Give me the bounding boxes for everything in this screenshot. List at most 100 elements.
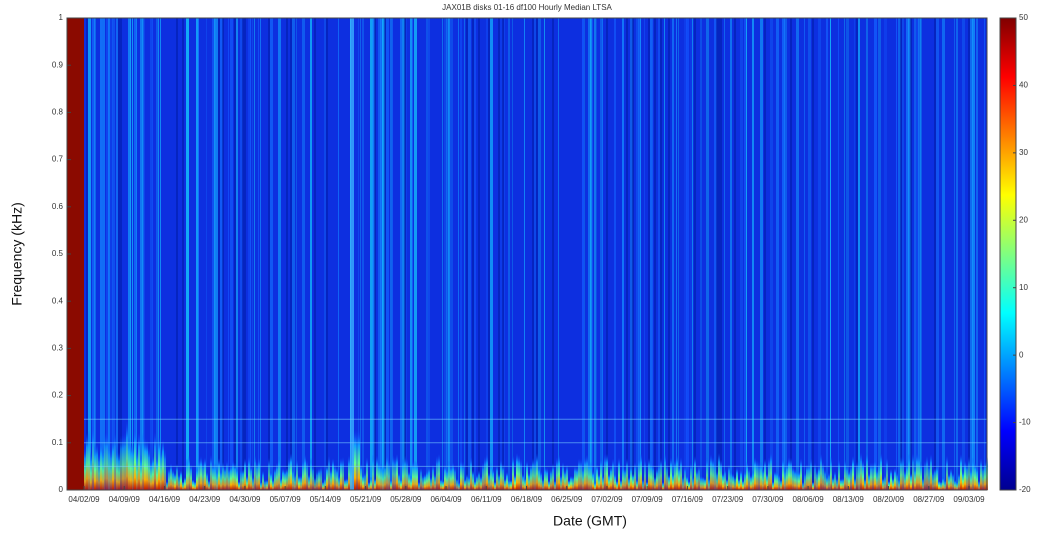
- spectrogram-floor: [124, 432, 126, 490]
- spectrogram-floor: [444, 464, 446, 490]
- spectrogram-floor: [748, 467, 750, 490]
- spectrogram-stripe: [884, 18, 887, 490]
- spectrogram-floor: [194, 481, 196, 490]
- spectrogram-floor: [556, 457, 558, 490]
- spectrogram-floor: [802, 481, 804, 490]
- spectrogram-onset: [350, 18, 354, 490]
- chart-title: JAX01B disks 01-16 df100 Hourly Median L…: [442, 3, 612, 12]
- spectrogram-floor: [412, 460, 414, 490]
- spectrogram-floor: [316, 470, 318, 490]
- spectrogram-floor: [886, 457, 888, 490]
- spectrogram-floor: [568, 479, 570, 490]
- spectrogram-floor: [704, 477, 706, 490]
- spectrogram-floor: [450, 464, 452, 490]
- x-tick-label: 06/18/09: [511, 495, 543, 504]
- spectrogram-stripe: [538, 18, 541, 490]
- spectrogram-floor: [334, 463, 336, 490]
- spectrogram-stripe: [478, 18, 480, 490]
- spectrogram-floor: [850, 464, 852, 490]
- spectrogram-floor: [564, 469, 566, 490]
- spectrogram-floor: [808, 463, 810, 490]
- spectrogram-floor: [750, 474, 752, 490]
- spectrogram-floor: [690, 462, 692, 490]
- spectrogram-floor: [574, 465, 576, 490]
- spectrogram-floor: [358, 430, 360, 490]
- spectrogram-floor: [260, 481, 262, 490]
- spectrogram-floor: [974, 462, 976, 490]
- spectrogram-floor: [152, 455, 154, 490]
- spectrogram-floor: [858, 459, 860, 490]
- spectrogram-stripe: [182, 18, 184, 490]
- spectrogram-stripe: [186, 18, 189, 490]
- spectrogram-stripe: [216, 18, 218, 490]
- y-tick-label: 0.2: [52, 391, 64, 400]
- spectrogram-stripe: [472, 18, 474, 490]
- spectrogram-stripe: [858, 18, 860, 490]
- spectrogram-stripe: [844, 18, 845, 490]
- colorbar-tick-label: -20: [1019, 485, 1031, 494]
- spectrogram-stripe: [534, 18, 536, 490]
- spectrogram-floor: [256, 461, 258, 490]
- x-axis-label: Date (GMT): [553, 513, 627, 529]
- spectrogram-stripe: [790, 18, 792, 490]
- spectrogram-floor: [158, 436, 160, 490]
- spectrogram-floor: [768, 457, 770, 490]
- spectrogram-floor: [176, 463, 178, 490]
- spectrogram-floor: [950, 468, 952, 490]
- spectrogram-floor: [970, 468, 972, 490]
- pre-deployment-band: [67, 18, 84, 490]
- spectrogram-floor: [394, 456, 396, 490]
- spectrogram-floor: [538, 465, 540, 490]
- spectrogram-stripe: [602, 18, 603, 490]
- spectrogram-stripe: [426, 18, 428, 490]
- spectrogram-floor: [122, 434, 124, 490]
- spectrogram-floor: [120, 435, 122, 490]
- spectrogram-floor: [354, 430, 356, 490]
- colorbar-tick-label: 30: [1019, 148, 1028, 157]
- spectrogram-floor: [262, 470, 264, 490]
- spectrogram-stripe: [918, 18, 921, 490]
- spectrogram-stripe: [972, 18, 975, 490]
- spectrogram-stripe: [652, 18, 653, 490]
- spectrogram-stripe: [906, 18, 909, 490]
- spectrogram-stripe: [152, 18, 153, 490]
- spectrogram-floor: [264, 479, 266, 490]
- spectrogram-floor: [518, 454, 520, 490]
- spectrogram-stripe: [804, 18, 805, 490]
- spectrogram-floor: [86, 432, 88, 490]
- spectrogram-floor: [212, 462, 214, 490]
- spectrogram-stripe: [160, 18, 161, 490]
- spectrogram-stripe: [812, 18, 814, 490]
- spectrogram-floor: [868, 472, 870, 490]
- spectrogram-floor: [572, 475, 574, 490]
- spectrogram-stripe: [830, 18, 831, 490]
- spectrogram-stripe: [450, 18, 453, 490]
- spectrogram-floor: [146, 439, 148, 490]
- spectrogram-stripe: [902, 18, 904, 490]
- spectrogram-floor: [922, 477, 924, 490]
- spectrogram-floor: [460, 459, 462, 490]
- spectrogram-stripe: [302, 18, 305, 490]
- spectrogram-stripe: [360, 18, 361, 490]
- spectrogram-floor: [806, 463, 808, 490]
- spectrogram-floor: [546, 467, 548, 490]
- spectrogram-stripe: [532, 18, 534, 490]
- spectrogram-floor: [712, 456, 714, 490]
- spectrogram-stripe: [956, 18, 958, 490]
- spectrogram-floor: [422, 475, 424, 490]
- spectrogram-stripe: [640, 18, 641, 490]
- spectrogram-stripe: [590, 18, 592, 490]
- spectrogram-floor: [834, 470, 836, 490]
- spectrogram-stripe: [248, 18, 251, 490]
- spectrogram-floor: [782, 457, 784, 490]
- spectrogram-floor: [932, 470, 934, 490]
- spectrogram-stripe: [600, 18, 603, 490]
- spectrogram-floor: [664, 452, 666, 490]
- spectrogram-floor: [188, 455, 190, 490]
- spectrogram-floor: [658, 462, 660, 490]
- spectrogram-stripe: [402, 18, 405, 490]
- spectrogram-floor: [738, 478, 740, 490]
- spectrogram-floor: [552, 463, 554, 490]
- spectrogram-floor: [440, 478, 442, 490]
- spectrogram-floor: [976, 466, 978, 490]
